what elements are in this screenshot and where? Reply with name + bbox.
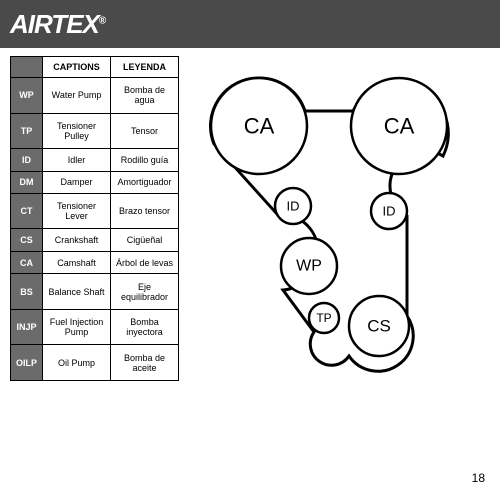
code-cell: CS [11, 229, 43, 251]
table-row: IDIdlerRodillo guía [11, 149, 179, 171]
code-cell: CA [11, 251, 43, 273]
pulley-label: CA [384, 114, 415, 139]
leyenda-cell: Árbol de levas [111, 251, 179, 273]
pulley-label: WP [296, 258, 322, 275]
caption-cell: Tensioner Pulley [43, 113, 111, 149]
code-cell: TP [11, 113, 43, 149]
caption-cell: Damper [43, 171, 111, 193]
caption-cell: Tensioner Lever [43, 193, 111, 229]
caption-cell: Crankshaft [43, 229, 111, 251]
pulley-label: ID [287, 199, 300, 214]
page-number: 18 [472, 471, 485, 485]
table-row: CSCrankshaftCigüeñal [11, 229, 179, 251]
reg-mark: ® [99, 15, 105, 26]
caption-cell: Camshaft [43, 251, 111, 273]
header-leyenda: LEYENDA [111, 57, 179, 78]
leyenda-cell: Rodillo guía [111, 149, 179, 171]
content-area: CAPTIONS LEYENDA WPWater PumpBomba de ag… [0, 48, 500, 389]
diagram-svg: CA CA ID ID WP TP CS [189, 56, 469, 376]
leyenda-cell: Brazo tensor [111, 193, 179, 229]
legend-table: CAPTIONS LEYENDA WPWater PumpBomba de ag… [10, 56, 179, 381]
table-row: BSBalance ShaftEje equilibrador [11, 274, 179, 310]
code-cell: OILP [11, 345, 43, 381]
header-bar: AIRTEX® [0, 0, 500, 48]
caption-cell: Idler [43, 149, 111, 171]
caption-cell: Oil Pump [43, 345, 111, 381]
leyenda-cell: Tensor [111, 113, 179, 149]
leyenda-cell: Bomba de agua [111, 78, 179, 114]
table-row: CTTensioner LeverBrazo tensor [11, 193, 179, 229]
brand-logo: AIRTEX® [10, 9, 105, 40]
pulley-label: ID [383, 204, 396, 219]
leyenda-cell: Eje equilibrador [111, 274, 179, 310]
leyenda-cell: Bomba de aceite [111, 345, 179, 381]
table-row: WPWater PumpBomba de agua [11, 78, 179, 114]
table-row: INJPFuel Injection PumpBomba inyectora [11, 309, 179, 345]
header-blank [11, 57, 43, 78]
code-cell: BS [11, 274, 43, 310]
code-cell: DM [11, 171, 43, 193]
caption-cell: Fuel Injection Pump [43, 309, 111, 345]
pulley-label: CS [367, 317, 391, 336]
belt-diagram: CA CA ID ID WP TP CS [189, 56, 490, 381]
caption-cell: Balance Shaft [43, 274, 111, 310]
code-cell: CT [11, 193, 43, 229]
code-cell: ID [11, 149, 43, 171]
code-cell: INJP [11, 309, 43, 345]
pulley-label: TP [316, 311, 331, 325]
table-row: OILPOil PumpBomba de aceite [11, 345, 179, 381]
leyenda-cell: Bomba inyectora [111, 309, 179, 345]
brand-text: AIRTEX [10, 9, 99, 39]
table-row: TPTensioner PulleyTensor [11, 113, 179, 149]
code-cell: WP [11, 78, 43, 114]
header-captions: CAPTIONS [43, 57, 111, 78]
leyenda-cell: Cigüeñal [111, 229, 179, 251]
table-row: CACamshaftÁrbol de levas [11, 251, 179, 273]
pulley-label: CA [244, 114, 275, 139]
table-row: DMDamperAmortiguador [11, 171, 179, 193]
leyenda-cell: Amortiguador [111, 171, 179, 193]
caption-cell: Water Pump [43, 78, 111, 114]
